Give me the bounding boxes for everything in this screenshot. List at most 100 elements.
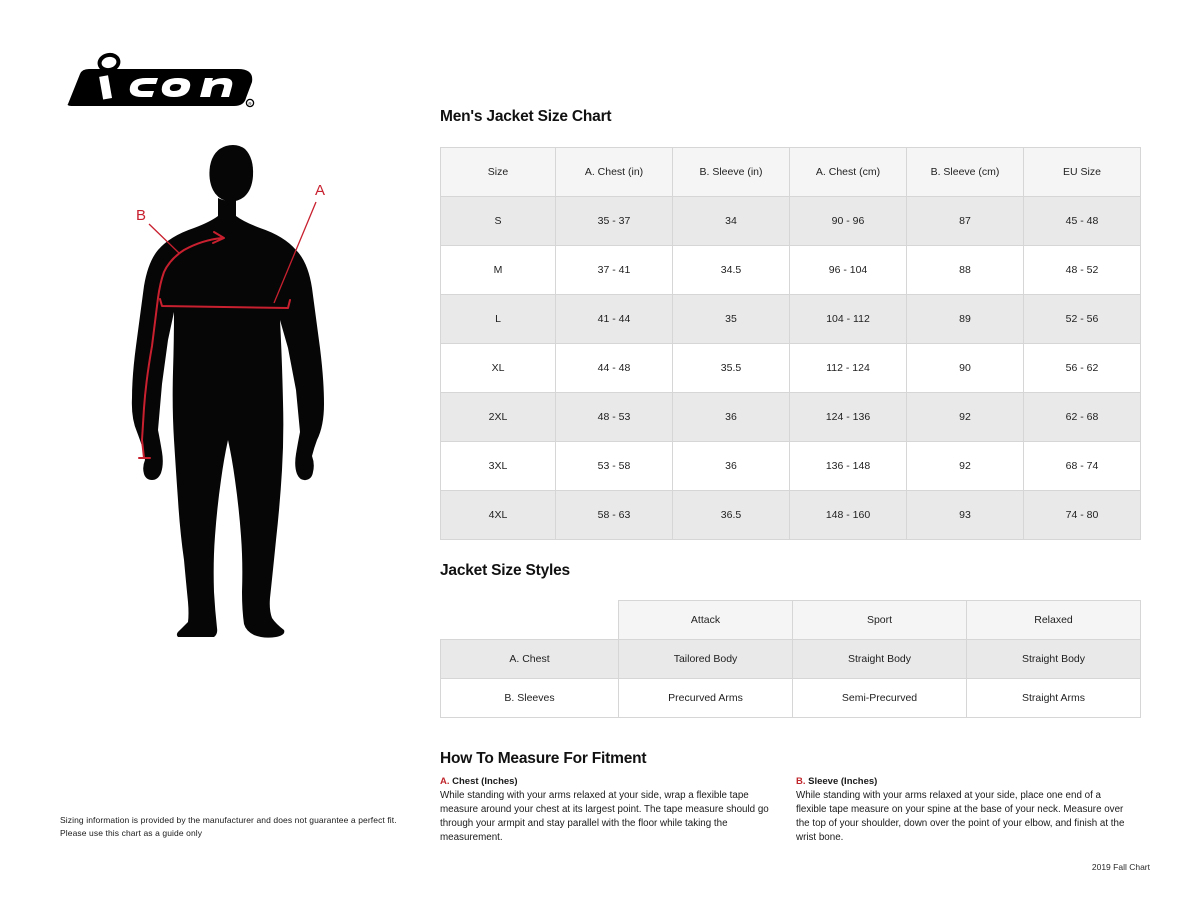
cell-eu-size: 48 - 52: [1023, 245, 1141, 295]
cell-chest-cm: 90 - 96: [789, 196, 907, 246]
styles-cell-sport: Semi-Precurved: [792, 678, 967, 718]
table-row: B. Sleeves Precurved Arms Semi-Precurved…: [440, 678, 1141, 718]
fitment-marker-a: A.: [440, 776, 450, 787]
table-row: 4XL 58 - 63 36.5 148 - 160 93 74 - 80: [440, 490, 1141, 540]
fitment-body-chest: While standing with your arms relaxed at…: [440, 790, 769, 843]
styles-corner-blank: [440, 600, 619, 640]
col-header-chest-cm: A. Chest (cm): [789, 147, 907, 197]
cell-size: M: [440, 245, 556, 295]
disclaimer-line-2: Please use this chart as a guide only: [60, 828, 203, 839]
table-row: XL 44 - 48 35.5 112 - 124 90 56 - 62: [440, 343, 1141, 393]
cell-eu-size: 45 - 48: [1023, 196, 1141, 246]
cell-sleeve-cm: 92: [906, 392, 1024, 442]
cell-sleeve-in: 35: [672, 294, 790, 344]
label-a: A: [315, 182, 325, 199]
cell-sleeve-cm: 92: [906, 441, 1024, 491]
cell-chest-in: 44 - 48: [555, 343, 673, 393]
how-to-measure-heading: How To Measure For Fitment: [440, 750, 647, 767]
cell-chest-cm: 112 - 124: [789, 343, 907, 393]
size-chart-heading: Men's Jacket Size Chart: [440, 108, 612, 125]
fitment-label-chest: Chest (Inches): [452, 776, 518, 787]
cell-sleeve-cm: 87: [906, 196, 1024, 246]
silhouette-shape: [131, 145, 324, 638]
jacket-size-styles-table: Attack Sport Relaxed A. Chest Tailored B…: [440, 600, 1141, 718]
svg-text:R: R: [248, 101, 252, 106]
label-b: B: [136, 207, 146, 224]
cell-size: 3XL: [440, 441, 556, 491]
style-header-sport: Sport: [792, 600, 967, 640]
cell-eu-size: 52 - 56: [1023, 294, 1141, 344]
cell-sleeve-cm: 93: [906, 490, 1024, 540]
sleeve-measure-line: [141, 237, 223, 459]
table-row: L 41 - 44 35 104 - 112 89 52 - 56: [440, 294, 1141, 344]
cell-size: 4XL: [440, 490, 556, 540]
cell-size: S: [440, 196, 556, 246]
cell-eu-size: 62 - 68: [1023, 392, 1141, 442]
fitment-item-chest: A. Chest (Inches) While standing with yo…: [440, 776, 770, 845]
fitment-body-sleeve: While standing with your arms relaxed at…: [796, 790, 1125, 843]
cell-sleeve-in: 34.5: [672, 245, 790, 295]
cell-eu-size: 74 - 80: [1023, 490, 1141, 540]
chart-season-note: 2019 Fall Chart: [1091, 862, 1150, 872]
cell-sleeve-in: 34: [672, 196, 790, 246]
styles-cell-attack: Tailored Body: [618, 639, 793, 679]
col-header-sleeve-cm: B. Sleeve (cm): [906, 147, 1024, 197]
leader-line-a: [273, 201, 317, 304]
table-row: 2XL 48 - 53 36 124 - 136 92 62 - 68: [440, 392, 1141, 442]
fitment-label-sleeve: Sleeve (Inches): [808, 776, 878, 787]
cell-chest-in: 58 - 63: [555, 490, 673, 540]
disclaimer-text: Sizing information is provided by the ma…: [60, 814, 420, 840]
style-header-relaxed: Relaxed: [966, 600, 1141, 640]
mens-jacket-size-table: Size A. Chest (in) B. Sleeve (in) A. Che…: [440, 147, 1141, 540]
cell-size: L: [440, 294, 556, 344]
jacket-size-styles-heading: Jacket Size Styles: [440, 562, 570, 579]
cell-chest-in: 48 - 53: [555, 392, 673, 442]
cell-chest-in: 35 - 37: [555, 196, 673, 246]
fitment-title-sleeve: B. Sleeve (Inches): [796, 776, 1126, 787]
left-illustration-panel: R: [0, 0, 430, 900]
styles-cell-sport: Straight Body: [792, 639, 967, 679]
measurement-lines: [138, 231, 291, 459]
cell-chest-cm: 96 - 104: [789, 245, 907, 295]
cell-chest-in: 41 - 44: [555, 294, 673, 344]
cell-chest-in: 37 - 41: [555, 245, 673, 295]
styles-cell-relaxed: Straight Arms: [966, 678, 1141, 718]
cell-sleeve-cm: 89: [906, 294, 1024, 344]
styles-cell-relaxed: Straight Body: [966, 639, 1141, 679]
cell-chest-in: 53 - 58: [555, 441, 673, 491]
fitment-title-chest: A. Chest (Inches): [440, 776, 770, 787]
cell-sleeve-cm: 88: [906, 245, 1024, 295]
styles-row-label: A. Chest: [440, 639, 619, 679]
cell-sleeve-in: 36: [672, 441, 790, 491]
cell-sleeve-cm: 90: [906, 343, 1024, 393]
fitment-instructions: A. Chest (Inches) While standing with yo…: [440, 776, 1140, 845]
right-content-panel: Men's Jacket Size Chart Size A. Chest (i…: [440, 0, 1150, 900]
cell-sleeve-in: 36.5: [672, 490, 790, 540]
styles-header-row: Attack Sport Relaxed: [440, 600, 1141, 640]
leader-line-b: [148, 223, 180, 254]
cell-sleeve-in: 35.5: [672, 343, 790, 393]
style-header-attack: Attack: [618, 600, 793, 640]
table-row: S 35 - 37 34 90 - 96 87 45 - 48: [440, 196, 1141, 246]
table-row: A. Chest Tailored Body Straight Body Str…: [440, 639, 1141, 679]
size-table-header-row: Size A. Chest (in) B. Sleeve (in) A. Che…: [440, 147, 1141, 197]
cell-eu-size: 68 - 74: [1023, 441, 1141, 491]
table-row: 3XL 53 - 58 36 136 - 148 92 68 - 74: [440, 441, 1141, 491]
styles-row-label: B. Sleeves: [440, 678, 619, 718]
col-header-size: Size: [440, 147, 556, 197]
col-header-sleeve-in: B. Sleeve (in): [672, 147, 790, 197]
cell-sleeve-in: 36: [672, 392, 790, 442]
table-row: M 37 - 41 34.5 96 - 104 88 48 - 52: [440, 245, 1141, 295]
fitment-item-sleeve: B. Sleeve (Inches) While standing with y…: [796, 776, 1126, 845]
cell-chest-cm: 136 - 148: [789, 441, 907, 491]
cell-eu-size: 56 - 62: [1023, 343, 1141, 393]
sleeve-arrow-head: [212, 231, 225, 244]
col-header-eu-size: EU Size: [1023, 147, 1141, 197]
fitment-marker-b: B.: [796, 776, 806, 787]
cell-chest-cm: 148 - 160: [789, 490, 907, 540]
styles-cell-attack: Precurved Arms: [618, 678, 793, 718]
cell-chest-cm: 124 - 136: [789, 392, 907, 442]
chest-measure-line: [159, 298, 291, 309]
cell-size: 2XL: [440, 392, 556, 442]
leader-lines: [148, 201, 317, 304]
